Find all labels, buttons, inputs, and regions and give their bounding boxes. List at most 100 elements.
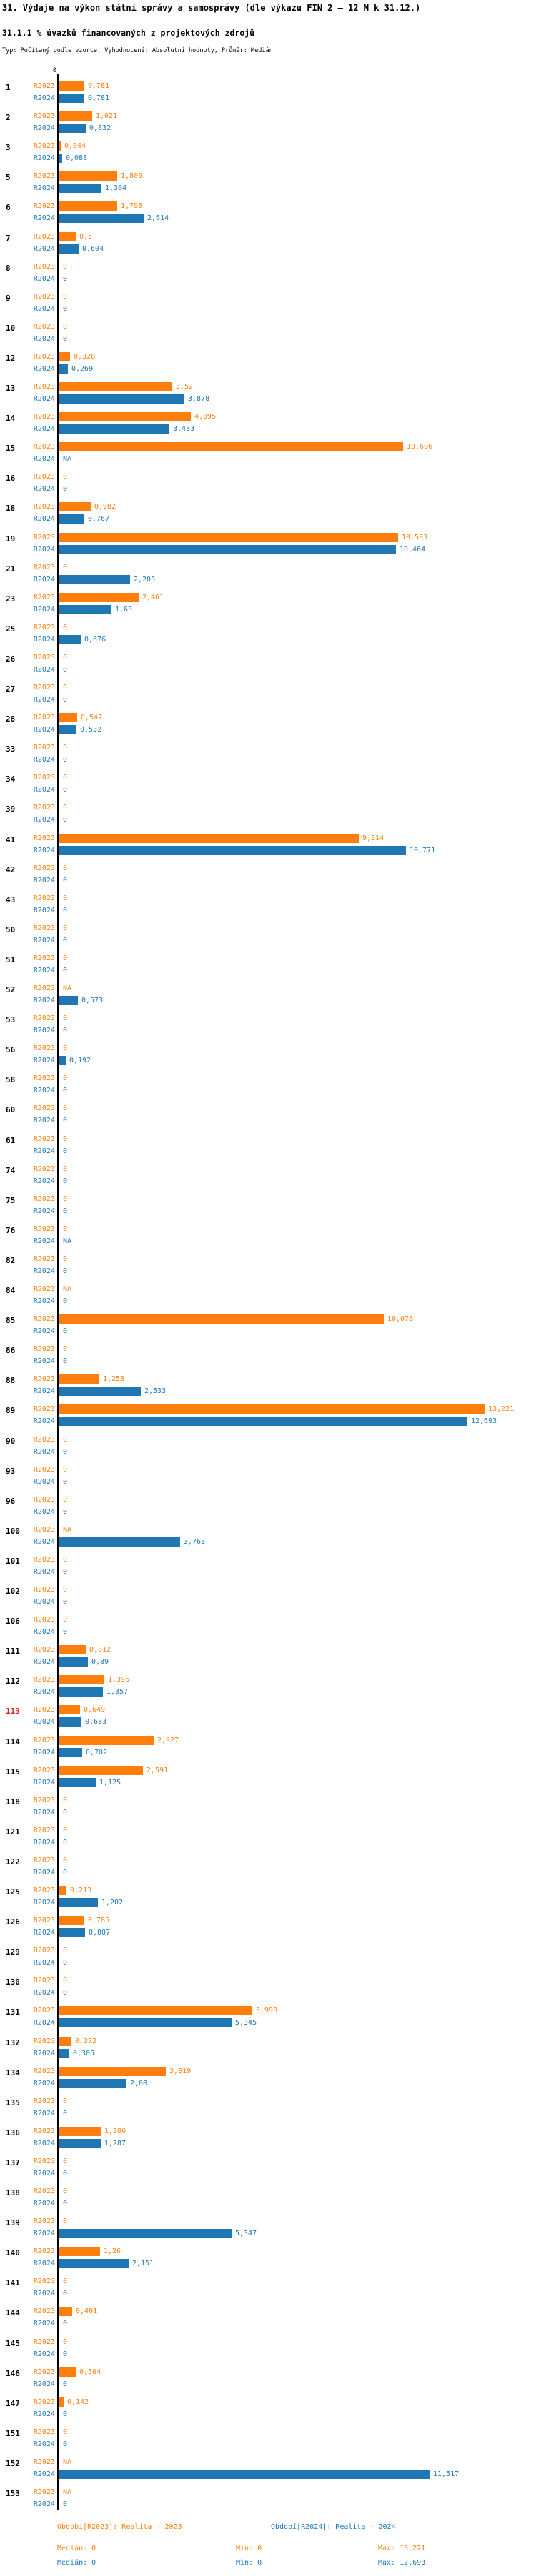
chart-row: 146 R2023 0,504 R2024 0 (0, 2367, 536, 2397)
r2024-value: 0 (63, 1568, 68, 1576)
series-label-r2023: R2023 (33, 2458, 55, 2466)
r2023-bar (59, 713, 77, 722)
r2024-value: 0 (63, 937, 68, 944)
row-id-label: 43 (6, 895, 16, 904)
r2023-value: 0,5 (79, 233, 93, 241)
row-id-label: 146 (6, 2369, 20, 2378)
series-label-r2024: R2024 (33, 1869, 55, 1877)
r2023-value: 9,314 (362, 834, 384, 842)
r2024-bar (59, 154, 62, 163)
r2024-bar (59, 2018, 232, 2027)
r2023-value: 0 (63, 2157, 68, 2165)
r2023-bar (59, 2307, 72, 2316)
row-id-label: 140 (6, 2248, 20, 2257)
series-label-r2024: R2024 (33, 2290, 55, 2297)
r2024-bar (59, 2139, 101, 2148)
page-title: 31. Výdaje na výkon státní správy a samo… (2, 3, 421, 13)
series-label-r2024: R2024 (33, 365, 55, 373)
series-label-r2023: R2023 (33, 233, 55, 241)
r2023-value: 0 (63, 2217, 68, 2225)
row-id-label: 10 (6, 324, 16, 333)
series-label-r2023: R2023 (33, 1797, 55, 1804)
r2023-bar (59, 1916, 84, 1925)
r2023-value: 0,372 (75, 2037, 97, 2045)
row-id-label: 75 (6, 1196, 16, 1205)
series-label-r2024: R2024 (33, 1628, 55, 1636)
row-id-label: 19 (6, 534, 16, 544)
series-label-r2024: R2024 (33, 937, 55, 944)
series-label-r2023: R2023 (33, 984, 55, 992)
r2023-value: 0 (63, 1947, 68, 1955)
series-label-r2024: R2024 (33, 2050, 55, 2057)
r2024-bar (59, 1537, 180, 1547)
series-label-r2023: R2023 (33, 2187, 55, 2195)
r2024-value: 5,345 (235, 2019, 257, 2027)
chart-row: 42 R2023 0 R2024 0 (0, 863, 536, 893)
series-label-r2023: R2023 (33, 744, 55, 752)
r2024-value: 0 (63, 335, 68, 343)
r2024-value: 0 (63, 1177, 68, 1185)
r2024-value: 0 (63, 2110, 68, 2117)
series-label-r2023: R2023 (33, 1044, 55, 1052)
chart-row: 13 R2023 3,52 R2024 3,878 (0, 381, 536, 411)
chart-row: 90 R2023 0 R2024 0 (0, 1434, 536, 1464)
chart-row: 58 R2023 0 R2024 0 (0, 1073, 536, 1103)
r2024-value: 1,63 (115, 606, 133, 614)
r2024-value: 0 (63, 1297, 68, 1305)
r2023-value: 0 (63, 1556, 68, 1564)
series-label-r2023: R2023 (33, 2398, 55, 2406)
series-label-r2023: R2023 (33, 1676, 55, 1684)
r2024-bar (59, 94, 84, 103)
chart-row: 8 R2023 0 R2024 0 (0, 261, 536, 291)
r2023-bar (59, 111, 92, 121)
row-id-label: 93 (6, 1467, 16, 1476)
r2023-bar (59, 1705, 80, 1714)
row-id-label: 76 (6, 1226, 16, 1235)
r2023-bar (59, 1886, 66, 1895)
r2024-value: 0,767 (88, 515, 110, 523)
r2023-value: 0 (63, 1616, 68, 1624)
series-label-r2024: R2024 (33, 1387, 55, 1395)
stat-min-2023: Min: 0 (236, 2545, 262, 2552)
r2023-bar (59, 81, 84, 91)
chart-row: 1 R2023 0,781 R2024 0,781 (0, 81, 536, 111)
series-label-r2023: R2023 (33, 2428, 55, 2436)
r2024-value: 3,878 (188, 395, 210, 403)
series-label-r2024: R2024 (33, 1809, 55, 1817)
series-label-r2024: R2024 (33, 726, 55, 734)
chart-row: 56 R2023 0 R2024 0,192 (0, 1043, 536, 1073)
series-label-r2023: R2023 (33, 534, 55, 541)
r2024-bar (59, 514, 84, 524)
stat-median-2024: Medián: 0 (57, 2559, 96, 2567)
row-id-label: 16 (6, 474, 16, 483)
series-label-r2024: R2024 (33, 907, 55, 914)
r2024-bar (59, 394, 184, 404)
r2024-bar (59, 2049, 69, 2058)
row-id-label: 152 (6, 2459, 20, 2468)
series-label-r2024: R2024 (33, 214, 55, 222)
r2024-bar (59, 424, 169, 434)
axis-baseline (57, 74, 59, 2510)
series-label-r2024: R2024 (33, 395, 55, 403)
chart-row: 136 R2023 1,286 R2024 1,287 (0, 2126, 536, 2156)
series-label-r2024: R2024 (33, 786, 55, 794)
series-label-r2024: R2024 (33, 1508, 55, 1516)
r2023-value: 0 (63, 654, 68, 662)
series-label-r2023: R2023 (33, 1014, 55, 1022)
series-label-r2024: R2024 (33, 1267, 55, 1275)
r2023-value: 0 (63, 744, 68, 752)
series-label-r2023: R2023 (33, 2007, 55, 2015)
series-label-r2024: R2024 (33, 1779, 55, 1787)
r2024-bar (59, 2259, 129, 2268)
row-id-label: 112 (6, 1677, 20, 1686)
series-label-r2023: R2023 (33, 413, 55, 421)
indicator-title: 31.1.1 % úvazků financovaných z projekto… (2, 28, 255, 38)
series-label-r2023: R2023 (33, 1255, 55, 1263)
r2023-value: 0 (63, 954, 68, 962)
series-label-r2024: R2024 (33, 2140, 55, 2147)
r2024-value: 2,614 (147, 214, 169, 222)
series-label-r2023: R2023 (33, 1496, 55, 1504)
chart-row: 125 R2023 0,213 R2024 1,202 (0, 1885, 536, 1915)
r2024-value: 0 (63, 2380, 68, 2388)
